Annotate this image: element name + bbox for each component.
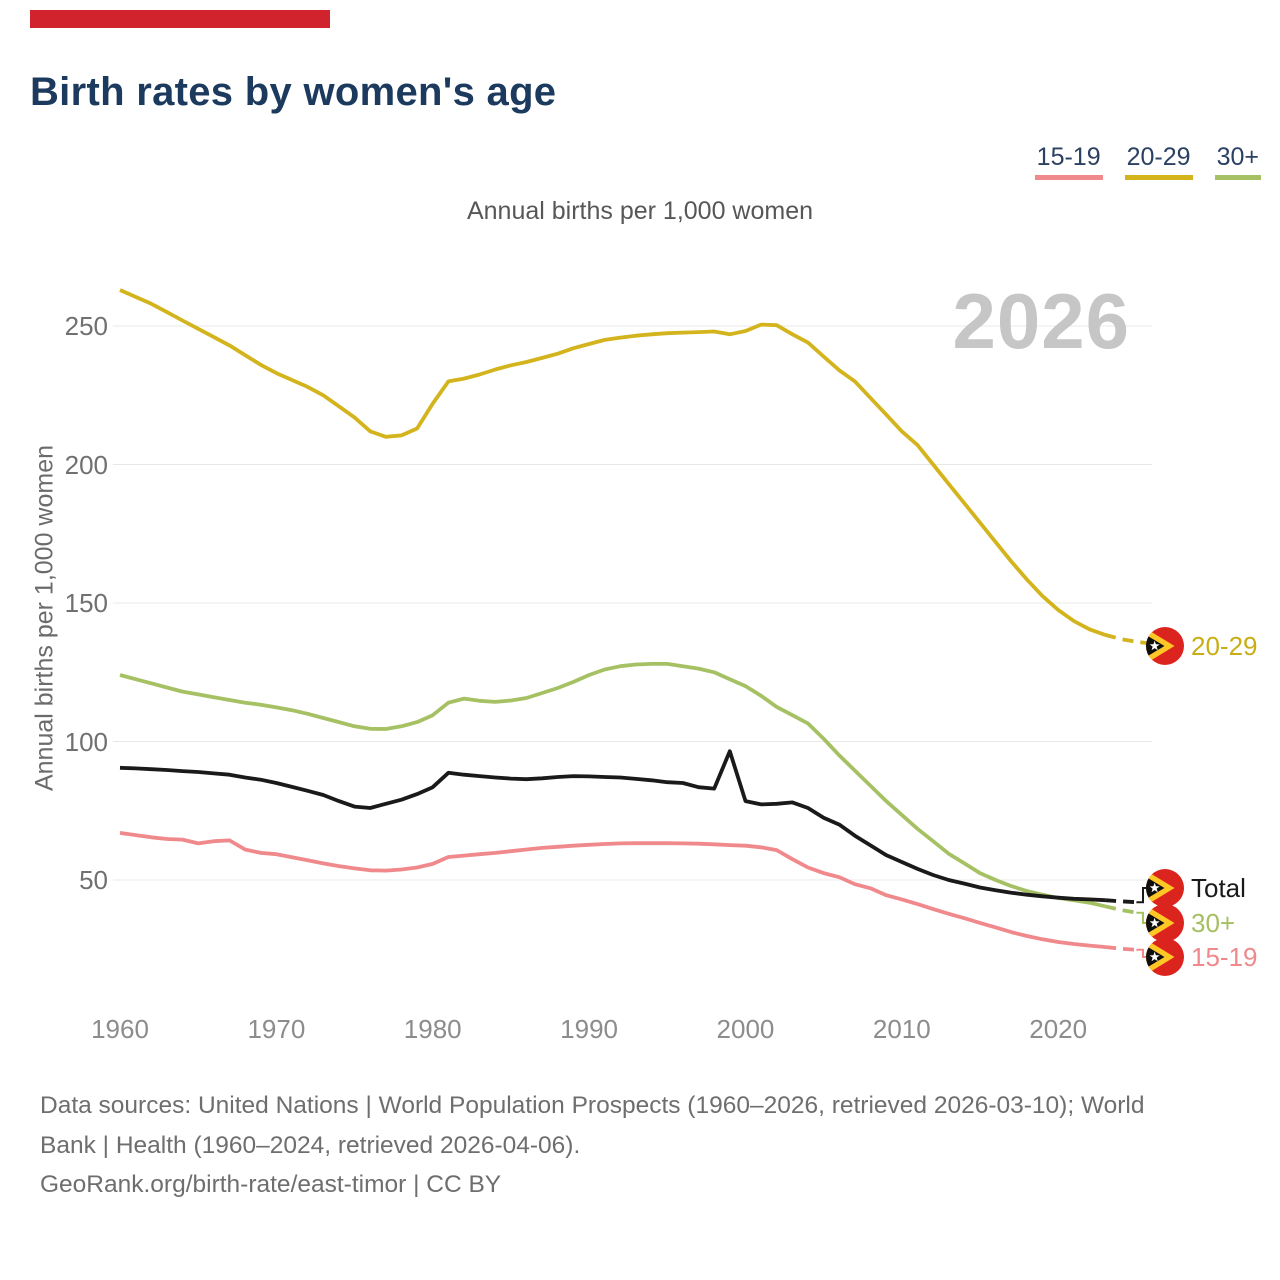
endpoint-label-text: Total <box>1191 872 1246 903</box>
legend: 15-19 20-29 30+ <box>1034 143 1261 180</box>
x-axis-tick-label: 2010 <box>872 1014 931 1044</box>
y-axis-tick-label: 250 <box>64 311 108 341</box>
legend-item-label: 30+ <box>1216 143 1259 171</box>
series-projection-20-29[interactable] <box>1104 633 1153 646</box>
series-line-15-19[interactable] <box>119 831 1106 949</box>
y-axis-tick-label: 50 <box>79 865 108 895</box>
endpoint-label-15-19: 15-19 <box>1146 937 1258 977</box>
source-link[interactable]: GeoRank.org/birth-rate/east-timor | CC B… <box>40 1171 502 1198</box>
x-axis-tick-label: 1980 <box>403 1014 462 1044</box>
endpoint-label-20-29: 20-29 <box>1146 626 1258 666</box>
chart-plot-area <box>113 288 1153 958</box>
east-timor-flag-icon <box>1146 938 1184 976</box>
series-projection-Total[interactable] <box>1104 898 1137 905</box>
endpoint-label-text: 20-29 <box>1191 630 1258 661</box>
source-attribution: Data sources: United Nations | World Pop… <box>40 1086 1144 1205</box>
east-timor-flag-icon <box>1146 627 1184 665</box>
legend-color-underline <box>1034 175 1103 180</box>
legend-item-20-29[interactable]: 20-29 <box>1124 143 1193 180</box>
series-line-30+[interactable] <box>119 662 1106 909</box>
series-projection-15-19[interactable] <box>1104 945 1137 952</box>
series-line-20-29[interactable] <box>119 288 1106 637</box>
endpoint-label-Total: Total <box>1146 868 1246 908</box>
series-projection-30+[interactable] <box>1104 904 1137 915</box>
endpoint-label-30+: 30+ <box>1146 903 1235 943</box>
source-line-2: Bank | Health (1960–2024, retrieved 2026… <box>40 1131 581 1159</box>
legend-item-15-19[interactable]: 15-19 <box>1034 143 1103 180</box>
endpoint-label-text: 30+ <box>1191 907 1236 938</box>
east-timor-flag-icon <box>1146 869 1184 907</box>
x-axis-tick-label: 1960 <box>91 1014 149 1044</box>
legend-color-underline <box>1214 175 1261 180</box>
legend-color-underline <box>1124 175 1193 180</box>
east-timor-flag-icon <box>1146 904 1184 942</box>
series-line-Total[interactable] <box>119 749 1106 903</box>
source-line-1: Data sources: United Nations | World Pop… <box>40 1092 1145 1119</box>
x-axis-tick-label: 1970 <box>247 1014 306 1044</box>
endpoint-label-text: 15-19 <box>1191 941 1258 972</box>
y-axis-tick-label: 200 <box>64 449 108 480</box>
x-axis-tick-label: 2000 <box>716 1014 775 1044</box>
legend-item-label: 20-29 <box>1126 143 1191 171</box>
x-axis-tick-label: 1990 <box>560 1014 618 1044</box>
legend-item-label: 15-19 <box>1036 143 1101 171</box>
year-watermark: 2026 <box>952 277 1130 365</box>
x-axis-tick-label: 2020 <box>1029 1014 1088 1044</box>
flag-accent-bar <box>30 10 330 28</box>
chart-subtitle: Annual births per 1,000 women <box>466 197 814 225</box>
y-axis-tick-label: 100 <box>64 726 108 757</box>
page-title: Birth rates by women's age <box>30 70 557 114</box>
y-axis-tick-label: 150 <box>64 588 108 618</box>
legend-item-30+[interactable]: 30+ <box>1214 143 1261 180</box>
